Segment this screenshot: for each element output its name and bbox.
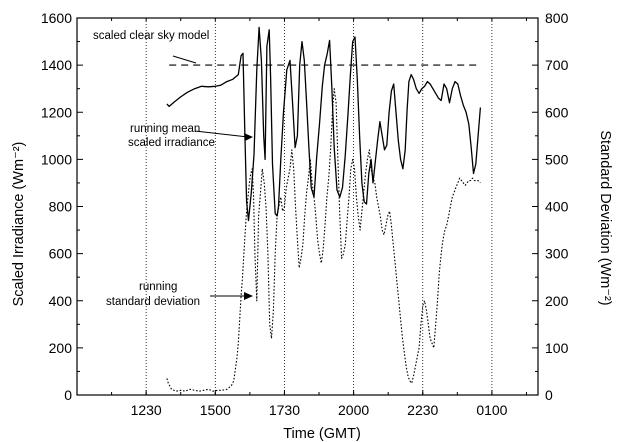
y-left-tick-label-4: 800 <box>49 199 73 215</box>
y-right-tick-label-3: 300 <box>545 246 569 262</box>
y-right-tick-label-5: 500 <box>545 151 569 167</box>
y-right-tick-label-7: 700 <box>545 57 569 73</box>
annotation-running-mean-arrow <box>194 130 249 138</box>
annotation-running-mean-line1: running mean <box>130 123 200 135</box>
y-axis-left-title: Scaled Irradiance (Wm⁻²) <box>11 142 27 307</box>
y-right-tick-label-6: 600 <box>545 104 569 120</box>
annotation-running-mean-arrowhead <box>244 133 253 141</box>
annotation-clear-sky-model: scaled clear sky model <box>93 30 209 42</box>
y-left-tick-label-8: 1600 <box>41 10 72 26</box>
y-left-tick-label-0: 0 <box>64 387 72 403</box>
annotation-running-sd-line2: standard deviation <box>106 296 200 308</box>
x-tick-label-4: 2230 <box>407 402 438 418</box>
x-axis-title: Time (GMT) <box>283 426 361 442</box>
annotation-running-mean-line2: scaled irradiance <box>128 137 215 149</box>
y-left-tick-label-7: 1400 <box>41 57 72 73</box>
y-right-tick-label-4: 400 <box>545 199 569 215</box>
y-left-tick-label-2: 400 <box>49 293 73 309</box>
y-left-tick-label-1: 200 <box>49 340 73 356</box>
axes-layer: 1230 1500 1730 2000 2230 01000200400600800100… <box>41 10 569 418</box>
series-line-running-standard-deviation <box>166 88 481 392</box>
y-axis-right-title: Standard Deviation (Wm⁻²) <box>597 130 613 305</box>
x-tick-label-0: 1230 <box>131 402 162 418</box>
series-line-running-mean-scaled-irradiance <box>166 26 482 222</box>
x-tick-label-5: 0100 <box>476 402 507 418</box>
y-right-tick-label-0: 0 <box>545 387 553 403</box>
y-left-tick-label-3: 600 <box>49 246 73 262</box>
x-tick-label-3: 2000 <box>338 402 369 418</box>
annotation-running-sd-arrowhead <box>244 292 253 300</box>
y-right-tick-label-1: 100 <box>545 340 569 356</box>
y-right-tick-label-2: 200 <box>545 293 569 309</box>
y-left-tick-label-6: 1200 <box>41 104 72 120</box>
x-tick-label-2: 1730 <box>269 402 300 418</box>
annotation-clear-sky-arrow <box>172 55 197 64</box>
annotation-running-sd-line1: running <box>139 281 177 293</box>
series-layer <box>166 26 482 392</box>
y-right-tick-label-8: 800 <box>545 10 569 26</box>
x-tick-label-1: 1500 <box>200 402 231 418</box>
y-left-tick-label-5: 1000 <box>41 151 72 167</box>
